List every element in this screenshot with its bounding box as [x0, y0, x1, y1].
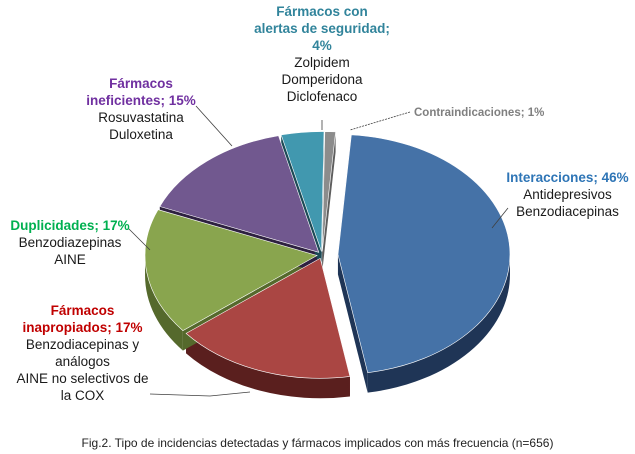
- label-alertas-head: Fármacos con: [276, 4, 368, 19]
- label-dup-drug: Benzodiazepinas: [18, 235, 122, 250]
- leader-line-inap: [149, 391, 251, 397]
- leader-line-contra: [349, 111, 411, 131]
- label-inter-drug: Antidepresivos: [523, 187, 612, 202]
- label-inap-drug: la COX: [60, 388, 105, 403]
- label-inap-drug: AINE no selectivos de: [16, 371, 149, 386]
- slice-inap: [185, 257, 351, 379]
- label-contra-pct: Contraindicaciones; 1%: [414, 107, 545, 119]
- slice-side-dup: [145, 255, 183, 351]
- label-inap-pct: inapropiados; 17%: [22, 320, 143, 335]
- label-alertas-drug: Diclofenaco: [286, 89, 358, 104]
- label-inap-head: Fármacos: [50, 303, 115, 318]
- slice-alert: [280, 131, 325, 252]
- slice-side-inter: [367, 254, 510, 393]
- label-inef-drug: Duloxetina: [109, 127, 173, 142]
- slice-inef: [159, 135, 320, 253]
- label-alertas: Fármacos con alertas de seguridad; 4% Zo…: [222, 3, 422, 105]
- label-duplicidades: Duplicidades; 17% Benzodiazepinas AINE: [0, 217, 140, 268]
- label-inef-head: Fármacos: [109, 76, 173, 91]
- leader-line-inef: [195, 105, 233, 147]
- label-dup-drug: AINE: [54, 252, 86, 267]
- leader-line-inter: [491, 207, 509, 229]
- label-alertas-drug: Domperidona: [281, 72, 363, 87]
- slice-side-inap: [186, 333, 350, 399]
- label-inef-drug: Rosuvastatina: [98, 110, 184, 125]
- label-ineficientes: Fármacos ineficientes; 15% Rosuvastatina…: [66, 75, 216, 143]
- label-contraindicaciones: Contraindicaciones; 1%: [414, 105, 574, 122]
- label-inap-drug: Benzodiacepinas y: [25, 337, 140, 352]
- label-inter-pct: Interacciones; 46%: [506, 170, 629, 185]
- label-dup-pct: Duplicidades; 17%: [10, 218, 130, 233]
- leader-line-dup: [127, 227, 151, 251]
- label-inef-pct: ineficientes; 15%: [86, 93, 196, 108]
- label-alertas-head2: alertas de seguridad;: [254, 21, 390, 36]
- slice-cut-contra: [322, 131, 336, 272]
- label-inap-drug: análogos: [55, 354, 110, 369]
- slice-cut-inter: [337, 254, 368, 393]
- slice-contra: [321, 131, 336, 252]
- slice-inter: [337, 134, 511, 373]
- label-interacciones: Interacciones; 46% Antidepresivos Benzod…: [500, 169, 635, 220]
- label-alertas-drug: Zolpidem: [294, 55, 350, 70]
- slice-dup: [144, 209, 318, 331]
- figure-caption: Fig.2. Tipo de incidencias detectadas y …: [81, 436, 554, 450]
- label-alertas-pct: 4%: [312, 38, 332, 53]
- label-inter-drug: Benzodiacepinas: [516, 204, 619, 219]
- label-inapropiados: Fármacos inapropiados; 17% Benzodiacepin…: [0, 302, 165, 404]
